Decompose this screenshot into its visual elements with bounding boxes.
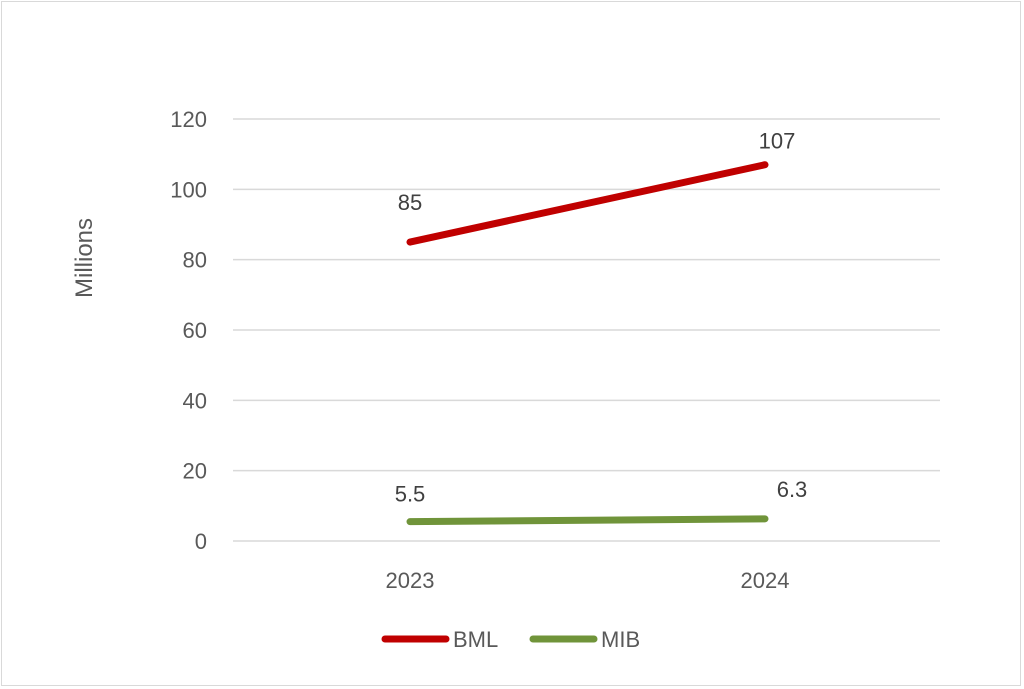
- legend-label-bml: BML: [453, 627, 498, 652]
- gridlines: [233, 118, 940, 542]
- data-label-bml: 107: [759, 129, 796, 154]
- series-line-bml: [406, 161, 769, 246]
- data-label-bml: 85: [398, 190, 422, 215]
- y-tick-label: 80: [183, 248, 207, 273]
- y-tick-label: 60: [183, 318, 207, 343]
- y-tick-label: 20: [183, 459, 207, 484]
- legend-label-mib: MIB: [601, 627, 640, 652]
- legend: BML MIB: [381, 627, 640, 652]
- y-tick-label: 40: [183, 388, 207, 413]
- data-label-mib: 6.3: [777, 477, 808, 502]
- data-label-mib: 5.5: [395, 482, 426, 507]
- y-axis-title: Millions: [71, 218, 98, 298]
- x-axis-ticks: 2023 2024: [386, 568, 790, 593]
- y-tick-label: 100: [170, 177, 207, 202]
- y-tick-label: 120: [170, 107, 207, 132]
- series-lines: [406, 161, 769, 526]
- y-axis-ticks: 0 20 40 60 80 100 120: [170, 107, 207, 554]
- data-labels: 85 107 5.5 6.3: [395, 129, 808, 507]
- y-tick-label: 0: [195, 529, 207, 554]
- series-line-mib: [406, 515, 769, 526]
- x-tick-label: 2023: [386, 568, 435, 593]
- x-tick-label: 2024: [741, 568, 790, 593]
